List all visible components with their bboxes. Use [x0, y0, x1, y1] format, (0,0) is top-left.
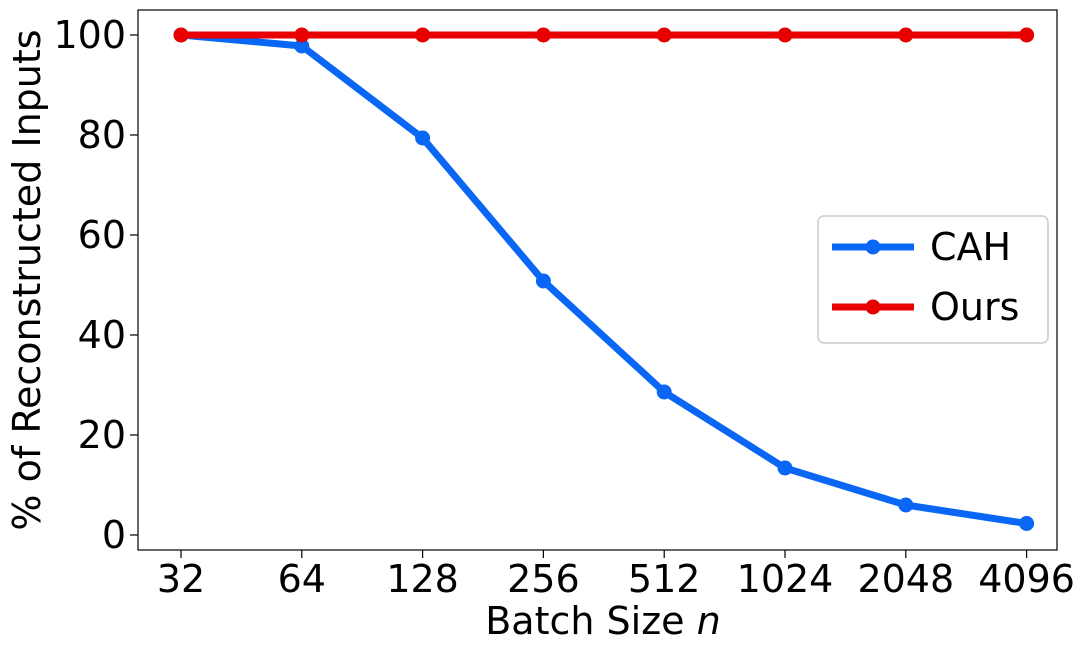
y-tick-label: 0 [102, 513, 126, 557]
data-point-cah [1019, 516, 1035, 531]
data-point-ours [535, 27, 551, 43]
data-point-cah [656, 384, 672, 400]
data-point-ours [294, 27, 310, 43]
y-tick-label: 20 [78, 413, 126, 457]
data-point-cah [898, 497, 914, 513]
data-point-ours [656, 27, 672, 43]
data-point-ours [1019, 27, 1035, 43]
series-line-cah [180, 31, 1028, 527]
plot-frame [137, 9, 1058, 551]
data-point-cah [415, 130, 431, 146]
y-tick-label: 60 [78, 213, 126, 257]
legend-marker-ours [865, 299, 881, 315]
data-point-cah [535, 273, 551, 289]
data-point-cah [777, 460, 793, 476]
data-point-ours [777, 27, 793, 43]
x-tick-label: 32 [157, 557, 205, 601]
data-point-ours [415, 27, 431, 43]
y-tick-label: 100 [53, 13, 126, 57]
legend-label-ours: Ours [930, 285, 1019, 329]
legend-marker-cah [865, 239, 881, 255]
x-axis-label: Batch Size n [485, 599, 721, 643]
x-tick-label: 128 [386, 557, 459, 601]
legend-label-cah: CAH [930, 225, 1011, 269]
y-axis-label: % of Reconstructed Inputs [5, 29, 49, 530]
y-tick-label: 40 [78, 313, 126, 357]
data-point-ours [173, 27, 189, 43]
x-tick-label: 256 [507, 557, 580, 601]
x-tick-label: 512 [628, 557, 701, 601]
x-tick-label: 4096 [978, 557, 1075, 601]
y-tick-label: 80 [78, 113, 126, 157]
x-tick-label: 2048 [857, 557, 954, 601]
data-point-ours [898, 27, 914, 43]
data-point-cah [294, 38, 310, 54]
x-tick-label: 64 [278, 557, 326, 601]
x-tick-label: 1024 [737, 557, 834, 601]
